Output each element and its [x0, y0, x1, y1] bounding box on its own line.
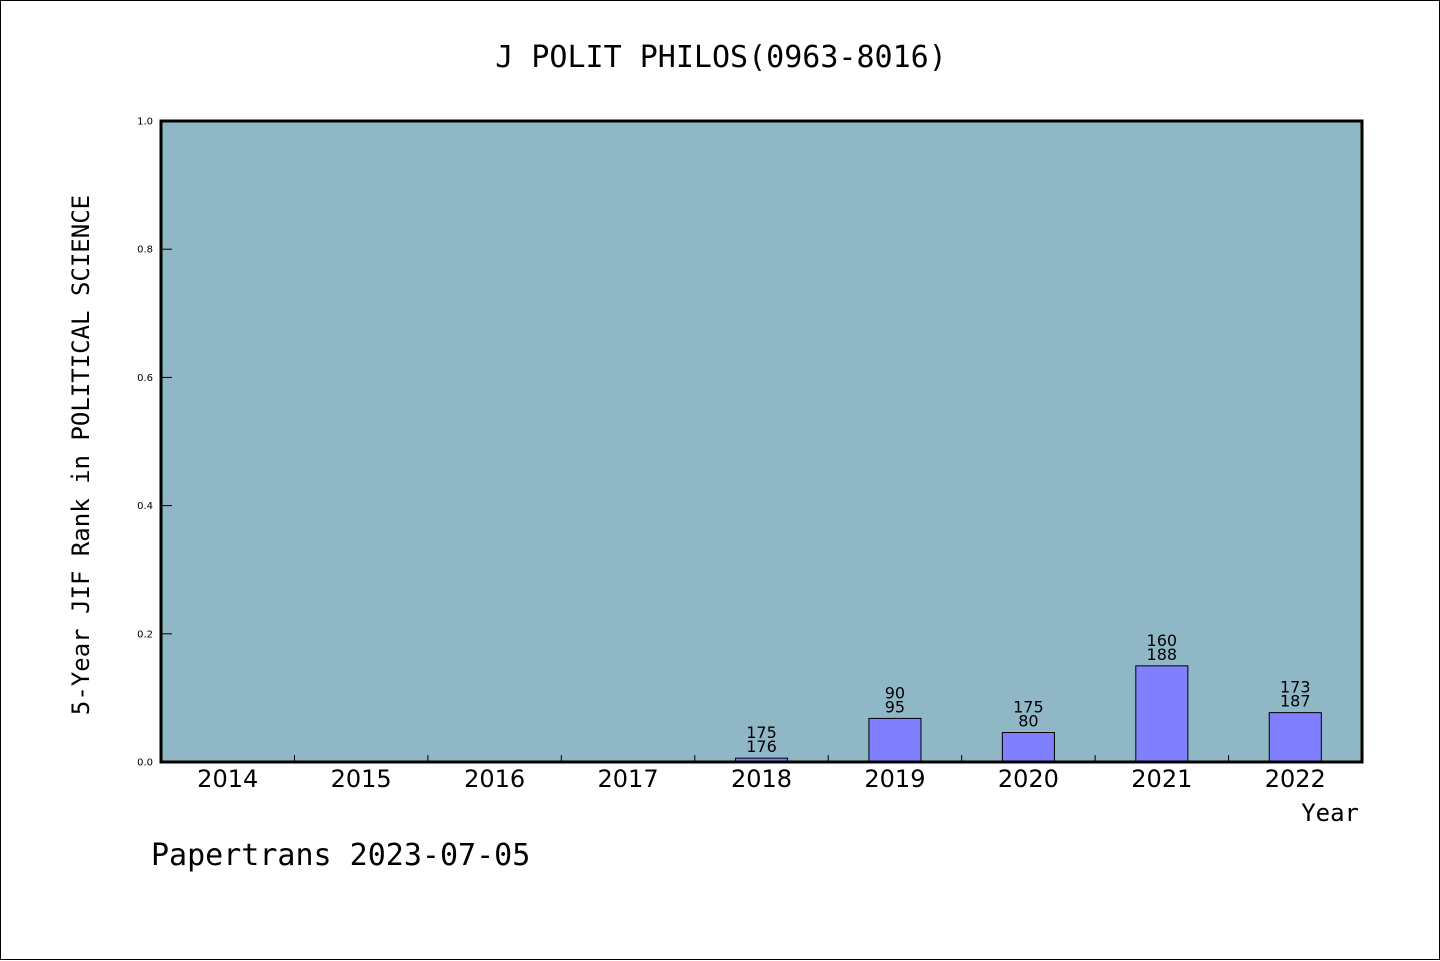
- y-axis: 0.0 0.2 0.4 0.6 0.8 1.0: [137, 117, 172, 769]
- y-tick-label: 0.8: [137, 245, 153, 256]
- x-tick-label: 2021: [1131, 765, 1192, 793]
- x-tick-label: 2014: [197, 765, 258, 793]
- x-tick-label: 2015: [331, 765, 392, 793]
- chart-title: J POLIT PHILOS(0963-8016): [495, 40, 947, 75]
- x-tick-label: 2022: [1265, 765, 1326, 793]
- bar-label-total: 176: [746, 737, 777, 756]
- bar-label-rank: 175: [746, 723, 777, 742]
- bar-label-rank: 90: [885, 683, 905, 702]
- footer-credit: Papertrans 2023-07-05: [151, 838, 530, 873]
- bars-layer: [734, 665, 1322, 763]
- bar-2019: [868, 717, 922, 763]
- y-tick-label: 0.0: [137, 758, 153, 769]
- x-tick-label: 2017: [598, 765, 659, 793]
- y-tick-label: 0.2: [137, 629, 153, 640]
- bar-2022: [1268, 712, 1322, 763]
- bar-label-total: 95: [885, 697, 905, 716]
- bar-2020: [1001, 732, 1055, 763]
- x-tick-label: 2019: [864, 765, 925, 793]
- bar-label-rank: 160: [1147, 631, 1178, 650]
- bar-label-rank: 173: [1280, 678, 1311, 697]
- y-tick-label: 0.6: [137, 373, 153, 384]
- x-axis-title: Year: [1301, 799, 1359, 827]
- x-tick-label: 2018: [731, 765, 792, 793]
- bar-2021: [1135, 665, 1189, 763]
- plot-border: [159, 119, 1364, 764]
- plot-area: [161, 121, 1362, 762]
- x-axis: 2014 2015 2016 2017 2018 2019 2020 2021 2022: [197, 755, 1326, 793]
- y-axis-title: 5-Year JIF Rank in POLITICAL SCIENCE: [67, 195, 95, 715]
- bar-label-total: 80: [1018, 712, 1038, 731]
- x-tick-label: 2020: [998, 765, 1059, 793]
- x-tick-label: 2016: [464, 765, 525, 793]
- y-tick-label: 1.0: [137, 117, 153, 128]
- bar-label-total: 188: [1147, 645, 1178, 664]
- bar-label-total: 187: [1280, 692, 1311, 711]
- y-tick-label: 0.4: [137, 501, 153, 512]
- bar-label-rank: 175: [1013, 698, 1044, 717]
